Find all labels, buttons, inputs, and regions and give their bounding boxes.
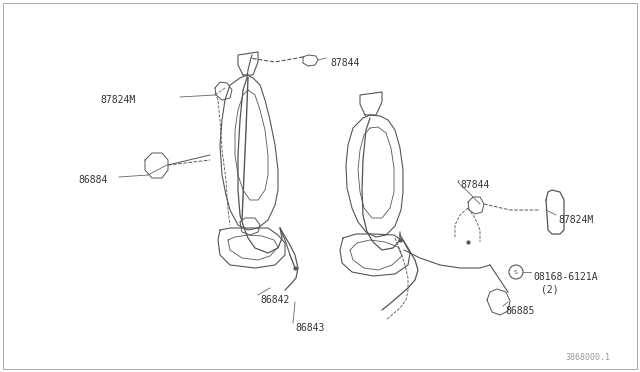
Text: 87844: 87844 xyxy=(460,180,490,190)
Text: (2): (2) xyxy=(541,284,559,294)
Text: 3868000.1: 3868000.1 xyxy=(565,353,610,362)
Text: 87824M: 87824M xyxy=(558,215,593,225)
Text: 87824M: 87824M xyxy=(100,95,135,105)
Text: 86843: 86843 xyxy=(295,323,324,333)
Text: 86884: 86884 xyxy=(78,175,108,185)
Text: 87844: 87844 xyxy=(330,58,360,68)
Text: 86885: 86885 xyxy=(505,306,534,316)
Text: 08168-6121A: 08168-6121A xyxy=(533,272,598,282)
Text: 86842: 86842 xyxy=(260,295,289,305)
Text: S: S xyxy=(514,269,518,275)
